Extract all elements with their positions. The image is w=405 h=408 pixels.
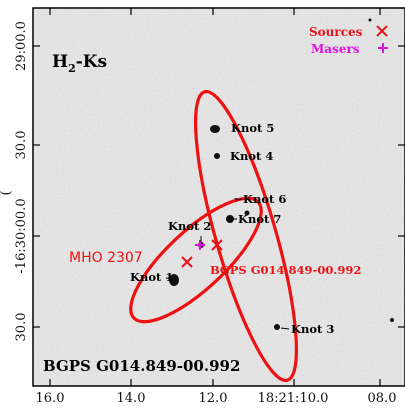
legend-sources-label: Sources	[309, 25, 363, 39]
knot-label-2: Knot 2	[168, 219, 211, 233]
knot-label-7: Knot 7	[238, 212, 281, 226]
panel-title: H2-Ks	[52, 52, 107, 75]
source-label: BGPS G014.849-00.992	[210, 263, 361, 277]
knot-label-3: Knot 3	[291, 322, 334, 336]
y-tick-label-0: 29:00.0	[14, 21, 29, 71]
y-tick-label-1: 30.0	[14, 131, 29, 160]
x-tick-label-1: 14.0	[117, 391, 146, 406]
knot-label-1: Knot 1	[130, 270, 173, 284]
y-tick-label-2: -16:30:00.0	[14, 198, 29, 273]
x-tick-label-3: 18:21:10.0	[258, 391, 329, 406]
y-axis-partial-label: (	[0, 190, 14, 195]
knot4-emission	[214, 153, 220, 159]
knot3-emission	[274, 324, 280, 330]
field-label: BGPS G014.849-00.992	[43, 357, 240, 375]
knot5-emission	[210, 125, 220, 133]
legend-masers-label: Masers	[311, 42, 360, 56]
knot-label-5: Knot 5	[231, 121, 274, 135]
knot-label-4: Knot 4	[230, 149, 273, 163]
x-tick-label-2: 12.0	[199, 391, 228, 406]
x-tick-label-0: 16.0	[36, 391, 65, 406]
image-panel: Knot 5 Knot 4 Knot 6 Knot 7 Knot 2 Knot …	[33, 8, 405, 388]
knot-label-6: Knot 6	[243, 192, 286, 206]
y-tick-label-3: 30.0	[14, 313, 29, 342]
mho-label: MHO 2307	[69, 250, 143, 266]
x-tick-label-4: 08.0	[368, 391, 397, 406]
